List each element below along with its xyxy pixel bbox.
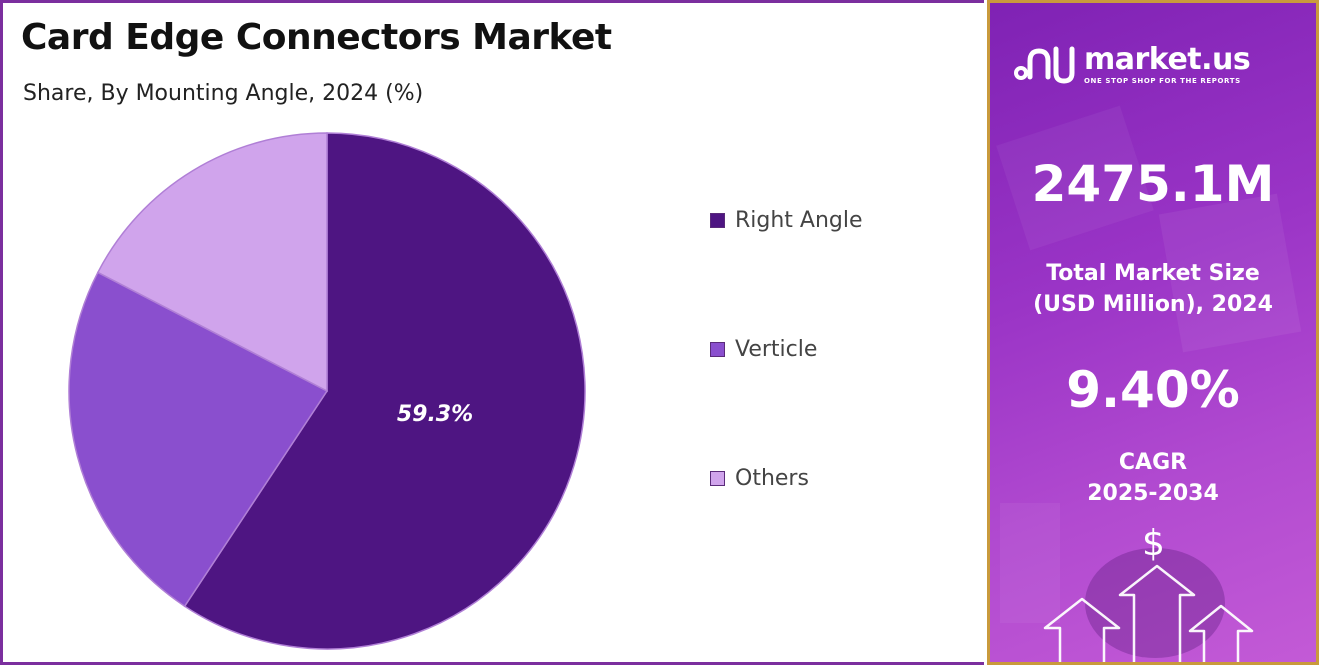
legend-swatch-right-angle [710, 212, 725, 228]
cagr-label: CAGR [1118, 450, 1188, 475]
legend-label: Others [735, 465, 809, 491]
cagr-value: 9.40% [1066, 361, 1240, 419]
pie-data-label-right-angle: 59.3% [397, 402, 473, 427]
cagr-period: 2025-2034 [1087, 481, 1219, 506]
brand-logo[interactable]: market.us ONE STOP SHOP FOR THE REPORTS [1014, 41, 1251, 89]
rising-arrows-icon [1043, 564, 1254, 662]
brand-tagline: ONE STOP SHOP FOR THE REPORTS [1084, 77, 1241, 85]
chart-panel: Card Edge Connectors Market Share, By Mo… [0, 0, 984, 665]
background-decoration [996, 105, 1302, 662]
brand-text: market.us ONE STOP SHOP FOR THE REPORTS [1084, 42, 1251, 86]
market-size-label-line2: (USD Million), 2024 [1033, 292, 1273, 317]
legend-label: Right Angle [735, 207, 863, 233]
legend-item-verticle[interactable]: Verticle [710, 332, 863, 366]
pie-chart: 59.3% [68, 132, 586, 650]
market-size-label-line1: Total Market Size [1046, 261, 1260, 286]
legend-item-others[interactable]: Others [710, 461, 863, 495]
pie-slice-right-angle[interactable] [183, 132, 586, 650]
market-us-logo-icon [1014, 46, 1075, 84]
dollar-icon: $ [1142, 523, 1165, 564]
chart-title: Card Edge Connectors Market [21, 17, 612, 58]
market-size-value: 2475.1M [1031, 155, 1275, 213]
pie-slice-others[interactable] [96, 132, 328, 393]
pie-slice-verticle[interactable] [68, 271, 329, 608]
brand-name: market.us [1084, 42, 1251, 77]
chart-subtitle: Share, By Mounting Angle, 2024 (%) [23, 81, 424, 106]
legend-swatch-verticle [710, 341, 725, 357]
summary-panel: market.us ONE STOP SHOP FOR THE REPORTS … [987, 0, 1319, 665]
legend-item-right-angle[interactable]: Right Angle [710, 203, 863, 237]
legend-label: Verticle [735, 336, 818, 362]
legend-swatch-others [710, 470, 725, 486]
legend: Right Angle Verticle Others [710, 203, 863, 590]
